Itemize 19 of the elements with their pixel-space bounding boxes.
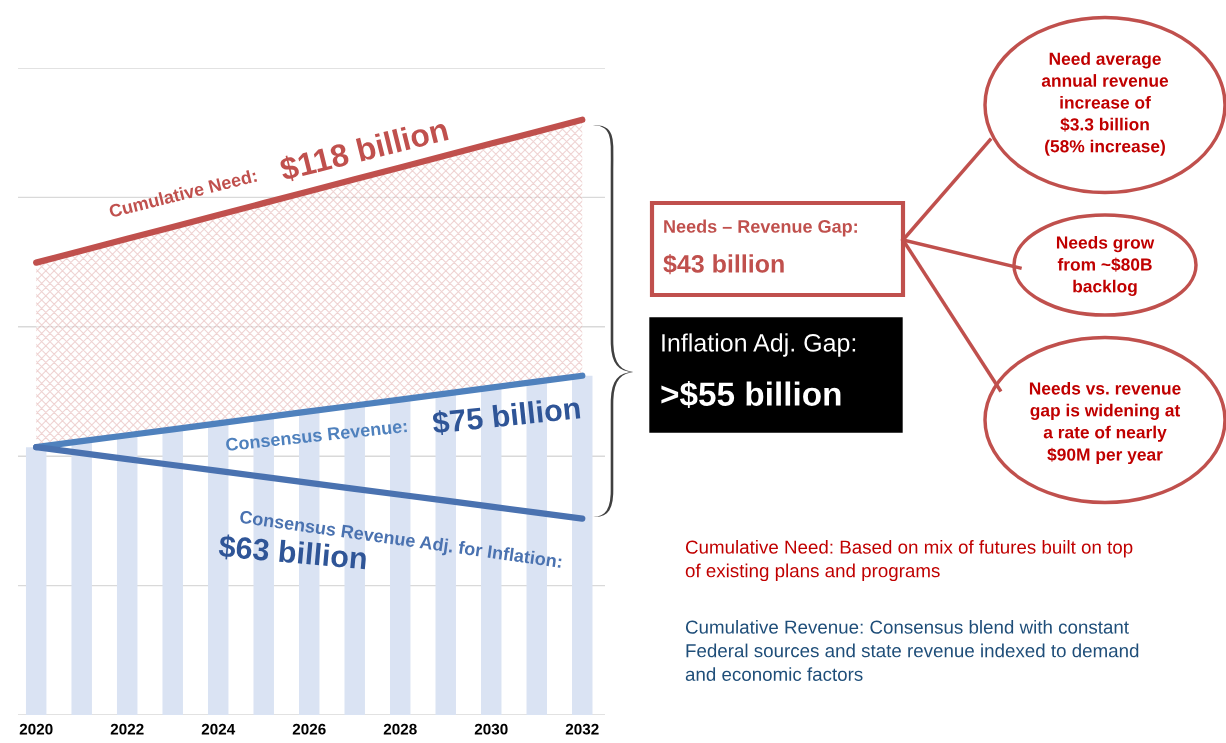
x-tick-label: 2022 bbox=[110, 723, 144, 735]
annotation: $75 billion bbox=[431, 395, 581, 436]
x-tick-label: 2024 bbox=[201, 723, 236, 735]
x-tick-label: 2026 bbox=[292, 723, 326, 735]
text: Inflation Adj. Gap: bbox=[662, 333, 856, 357]
x-tick-label: 2032 bbox=[565, 723, 599, 735]
text: Needs grow from ~$80B backlog bbox=[1056, 235, 1155, 297]
text: $43 billion bbox=[663, 253, 784, 275]
annotation: $118 billion bbox=[278, 116, 450, 184]
text: Consensus Revenue: bbox=[225, 419, 407, 452]
x-tick-label: 2028 bbox=[383, 723, 417, 735]
text: Needs – Revenue Gap: bbox=[664, 219, 857, 237]
text: Need average annual revenue increase of $3.3 billion (58% increase) bbox=[1041, 52, 1169, 156]
x-tick-label: 2020 bbox=[19, 723, 53, 735]
text: Cumulative Revenue: Consensus blend with constant Federal sources and state revenue indexed to demand and economic factors bbox=[685, 620, 1139, 681]
x-tick-label: 2030 bbox=[474, 723, 508, 735]
text: >$55 billion bbox=[661, 380, 841, 409]
text: Cumulative Need: Based on mix of futures built on top of existing plans and programs bbox=[685, 540, 1133, 582]
text: Needs vs. revenue gap is widening at a rate of nearly $90M per year bbox=[1029, 381, 1181, 465]
